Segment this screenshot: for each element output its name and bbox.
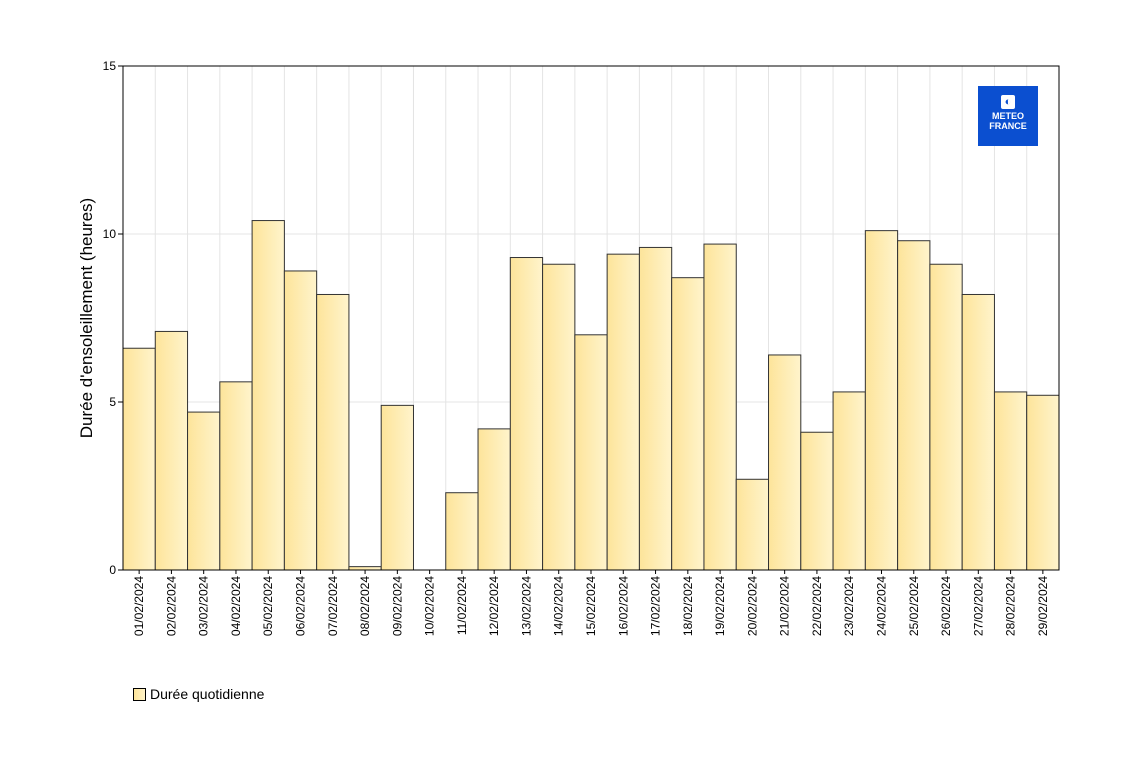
bar — [671, 277, 705, 571]
x-tick-label: 25/02/2024 — [907, 576, 921, 636]
bar — [1026, 394, 1060, 571]
bar — [768, 354, 802, 571]
x-tick-label: 09/02/2024 — [390, 576, 404, 636]
bar — [316, 293, 350, 571]
logo-text: METEO — [991, 111, 1024, 121]
bar — [993, 391, 1028, 571]
bar — [251, 220, 285, 571]
bar — [961, 293, 995, 571]
x-tick-label: 12/02/2024 — [487, 576, 501, 636]
legend-label: Durée quotidienne — [150, 686, 265, 702]
x-tick-label: 10/02/2024 — [423, 576, 437, 636]
x-tick-label: 17/02/2024 — [649, 576, 663, 636]
plot-frame — [122, 65, 1060, 571]
x-tick-label: 19/02/2024 — [713, 576, 727, 636]
bar — [832, 391, 866, 571]
y-tick-label: 5 — [109, 395, 116, 409]
bar — [509, 257, 544, 571]
x-tick-label: 29/02/2024 — [1036, 576, 1050, 636]
x-tick-label: 16/02/2024 — [616, 576, 630, 636]
bar — [703, 243, 737, 571]
bar — [154, 330, 189, 571]
x-tick-label: 23/02/2024 — [842, 576, 856, 636]
bar — [122, 347, 156, 571]
x-tick-label: 05/02/2024 — [261, 576, 275, 636]
bar — [380, 404, 414, 571]
bar — [219, 381, 253, 571]
y-axis-label: Durée d'ensoleillement (heures) — [77, 198, 96, 438]
x-tick-label: 21/02/2024 — [778, 576, 792, 636]
bar — [606, 253, 640, 571]
legend-swatch — [133, 687, 146, 701]
x-tick-label: 15/02/2024 — [584, 576, 598, 636]
logo-text: FRANCE — [989, 121, 1027, 131]
x-tick-label: 22/02/2024 — [810, 576, 824, 636]
x-tick-label: 11/02/2024 — [455, 576, 469, 635]
x-tick-label: 20/02/2024 — [745, 576, 759, 636]
x-tick-label: 04/02/2024 — [229, 576, 243, 636]
x-tick-label: 27/02/2024 — [971, 576, 985, 636]
bar — [542, 263, 576, 571]
x-tick-label: 14/02/2024 — [552, 576, 566, 636]
x-tick-label: 07/02/2024 — [326, 576, 340, 636]
bar — [574, 334, 608, 571]
x-tick-label: 08/02/2024 — [358, 576, 372, 636]
y-tick-label: 10 — [103, 227, 117, 241]
bar — [348, 566, 382, 571]
y-tick-label: 15 — [103, 59, 117, 73]
x-tick-label: 01/02/2024 — [132, 576, 146, 636]
bar — [735, 478, 770, 571]
x-tick-label: 13/02/2024 — [519, 576, 533, 636]
x-tick-label: 02/02/2024 — [164, 576, 178, 636]
x-tick-label: 18/02/2024 — [681, 576, 695, 636]
bar — [445, 492, 479, 571]
bar — [897, 240, 931, 571]
x-tick-label: 24/02/2024 — [874, 576, 888, 636]
bar — [864, 230, 899, 571]
bar — [929, 263, 963, 571]
x-tick-label: 03/02/2024 — [197, 576, 211, 636]
bar — [638, 246, 673, 571]
bar — [187, 411, 221, 571]
meteo-france-logo: ◐ METEO FRANCE — [978, 86, 1038, 146]
x-tick-label: 28/02/2024 — [1004, 576, 1018, 636]
bar — [283, 270, 318, 571]
bar — [477, 428, 511, 571]
logo-icon: ◐ — [1001, 95, 1015, 109]
bar — [800, 431, 834, 571]
legend: Durée quotidienne — [133, 686, 264, 702]
x-tick-label: 06/02/2024 — [294, 576, 308, 636]
y-tick-label: 0 — [109, 563, 116, 577]
x-tick-label: 26/02/2024 — [939, 576, 953, 636]
